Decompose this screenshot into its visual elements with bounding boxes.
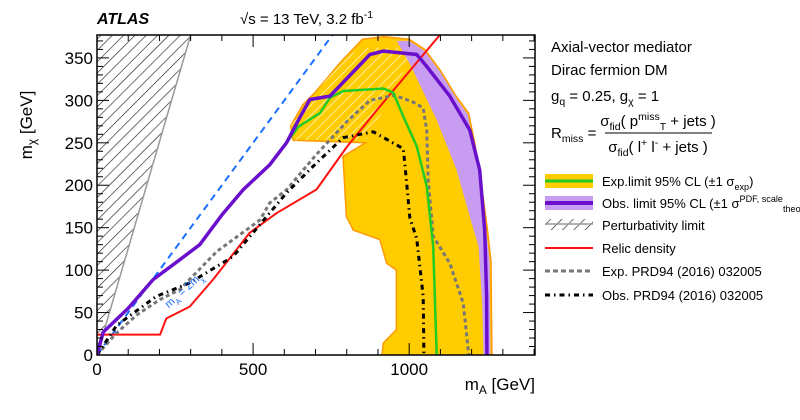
rmiss-denominator: σfid( l+ l- + jets ) xyxy=(608,137,708,159)
axis-ticks: 0 500 1000 0 50 100 150 200 250 300 350 xyxy=(65,35,535,379)
y-axis-label: mχ [GeV] xyxy=(17,91,39,160)
series-line-pert xyxy=(97,35,192,355)
legend-label-exp: Exp.limit 95% CL (±1 σexp) xyxy=(602,174,753,192)
atlas-label: ATLAS xyxy=(96,11,149,28)
series-line-old-exp xyxy=(97,93,471,355)
rmiss-lhs: Rmiss = xyxy=(551,125,597,145)
info-mediator: Axial-vector mediator xyxy=(551,39,692,56)
legend-label-relic: Relic density xyxy=(602,241,676,256)
y-tick-label: 350 xyxy=(65,49,93,68)
legend-label-pert: Perturbativity limit xyxy=(602,218,705,233)
legend-item-obs: Obs. limit 95% CL (±1 σPDF, scaletheory) xyxy=(545,194,800,214)
y-tick-label: 250 xyxy=(65,134,93,153)
hatched-excluded-region xyxy=(290,47,410,141)
rmiss-numerator: σfid( pmissT + jets ) xyxy=(600,111,716,133)
legend-item-relic: Relic density xyxy=(545,241,676,256)
legend-item-old-exp: Exp. PRD94 (2016) 032005 xyxy=(545,264,762,279)
plot-area xyxy=(97,35,493,355)
legend-item-old-obs: Obs. PRD94 (2016) 032005 xyxy=(545,288,763,303)
y-tick-label: 100 xyxy=(65,261,93,280)
y-tick-label: 150 xyxy=(65,219,93,238)
energy-label: √s = 13 TeV, 3.2 fb-1 xyxy=(240,9,373,28)
diagonal-annotation: mA = 2mχ xyxy=(163,271,207,313)
info-couplings: gq = 0.25, gχ = 1 xyxy=(551,88,659,108)
y-tick-label: 50 xyxy=(74,304,93,323)
y-tick-label: 0 xyxy=(84,346,93,365)
legend-item-pert: Perturbativity limit xyxy=(545,218,705,233)
y-tick-label: 300 xyxy=(65,91,93,110)
info-dm: Dirac fermion DM xyxy=(551,62,668,79)
x-tick-label: 500 xyxy=(239,360,267,379)
series-line-old-obs xyxy=(97,130,426,355)
series-line-obs xyxy=(97,49,489,355)
x-tick-label: 0 xyxy=(92,360,101,379)
legend-label-old-obs: Obs. PRD94 (2016) 032005 xyxy=(602,288,763,303)
x-tick-label: 1000 xyxy=(390,360,428,379)
legend-label-old-exp: Exp. PRD94 (2016) 032005 xyxy=(602,264,762,279)
legend-item-exp: Exp.limit 95% CL (±1 σexp) xyxy=(545,174,753,192)
legend: Exp.limit 95% CL (±1 σexp) Obs. limit 95… xyxy=(545,174,800,303)
legend-label-obs: Obs. limit 95% CL (±1 σPDF, scaletheory) xyxy=(602,194,800,214)
obs-band xyxy=(396,40,491,355)
x-axis-label: mA [GeV] xyxy=(465,375,535,397)
y-tick-label: 200 xyxy=(65,176,93,195)
